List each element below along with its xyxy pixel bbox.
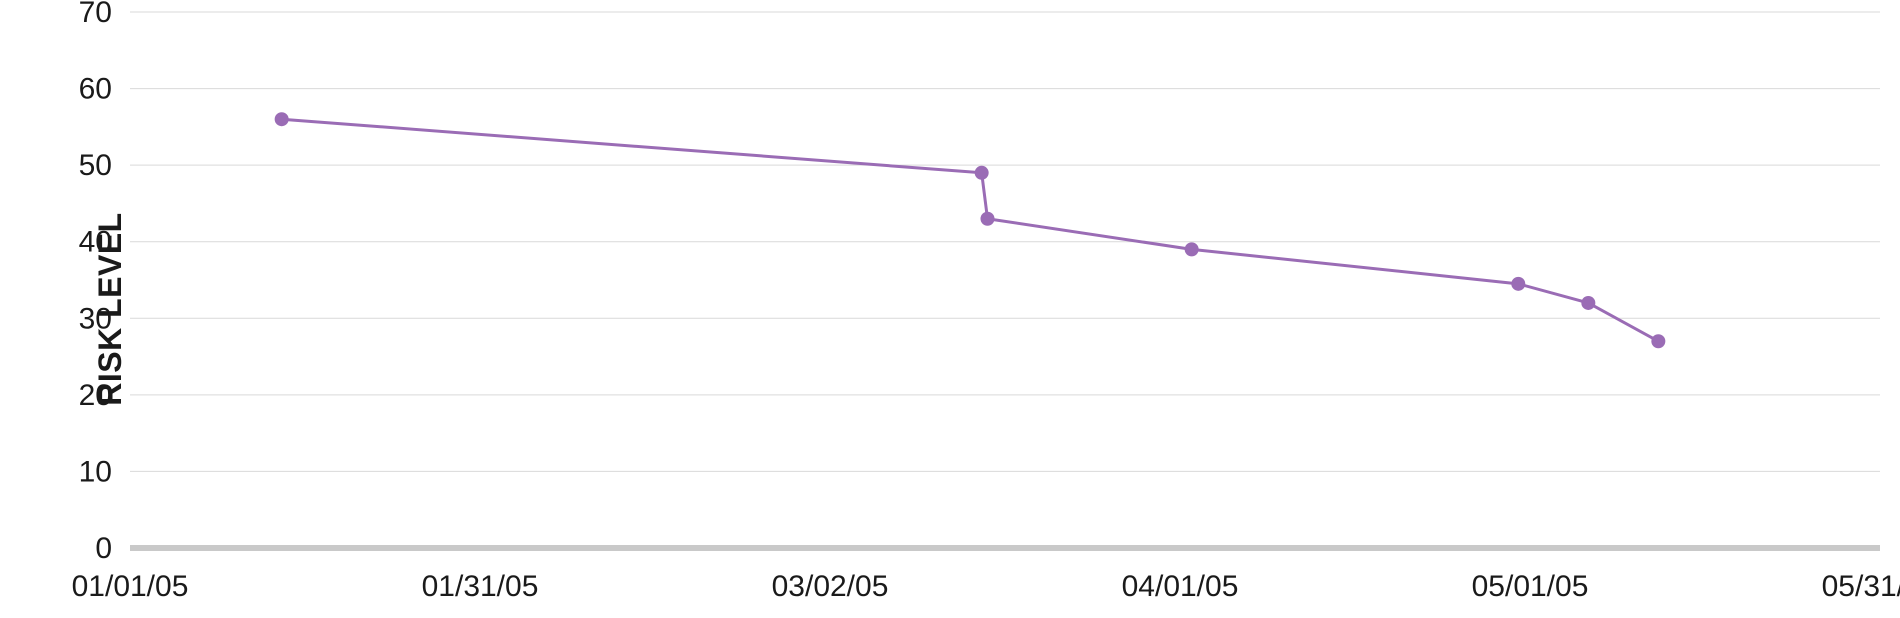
data-point — [1651, 334, 1665, 348]
y-tick-label: 0 — [95, 532, 112, 565]
x-tick-label: 03/02/05 — [772, 570, 889, 603]
y-tick-label: 60 — [79, 73, 112, 106]
data-point — [1581, 296, 1595, 310]
x-tick-label: 04/01/05 — [1122, 570, 1239, 603]
x-tick-label: 01/01/05 — [72, 570, 189, 603]
data-point — [975, 166, 989, 180]
series-line — [282, 119, 1659, 341]
y-tick-label: 70 — [79, 0, 112, 29]
data-point — [1185, 242, 1199, 256]
data-point — [1511, 277, 1525, 291]
data-point — [275, 112, 289, 126]
x-tick-label: 05/01/05 — [1472, 570, 1589, 603]
x-tick-label: 01/31/05 — [422, 570, 539, 603]
y-tick-label: 50 — [79, 149, 112, 182]
y-axis-label: RISK LEVEL — [92, 212, 129, 405]
chart-svg: 01020304050607001/01/0501/31/0503/02/050… — [0, 0, 1900, 618]
risk-level-chart: RISK LEVEL 01020304050607001/01/0501/31/… — [0, 0, 1900, 618]
x-tick-label: 05/31/05 — [1822, 570, 1900, 603]
data-point — [981, 212, 995, 226]
y-tick-label: 10 — [79, 455, 112, 488]
